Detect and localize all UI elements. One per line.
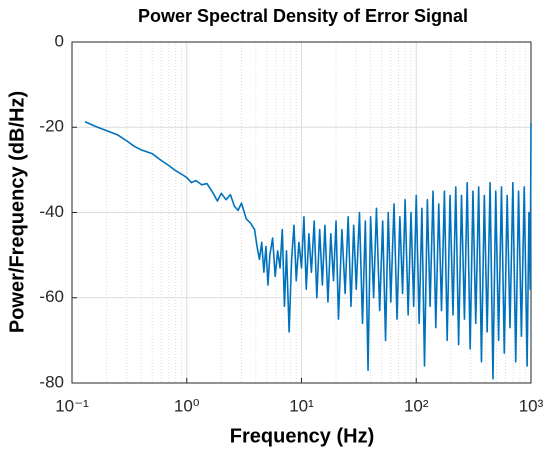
- chart-title: Power Spectral Density of Error Signal: [138, 6, 468, 26]
- x-tick-label: 10²: [404, 396, 429, 415]
- x-tick-label: 10⁰: [174, 396, 200, 415]
- y-tick-label: 0: [55, 31, 64, 50]
- y-axis-label: Power/Frequency (dB/Hz): [6, 91, 28, 333]
- y-tick-label: -20: [39, 117, 64, 136]
- x-axis-label: Frequency (Hz): [230, 425, 374, 447]
- y-tick-label: -60: [39, 287, 64, 306]
- y-tick-label: -40: [39, 202, 64, 221]
- x-tick-label: 10³: [519, 396, 544, 415]
- x-tick-label: 10⁻¹: [55, 396, 89, 415]
- y-tick-label: -80: [39, 372, 64, 391]
- data-line: [84, 120, 532, 380]
- x-tick-label: 10¹: [289, 396, 314, 415]
